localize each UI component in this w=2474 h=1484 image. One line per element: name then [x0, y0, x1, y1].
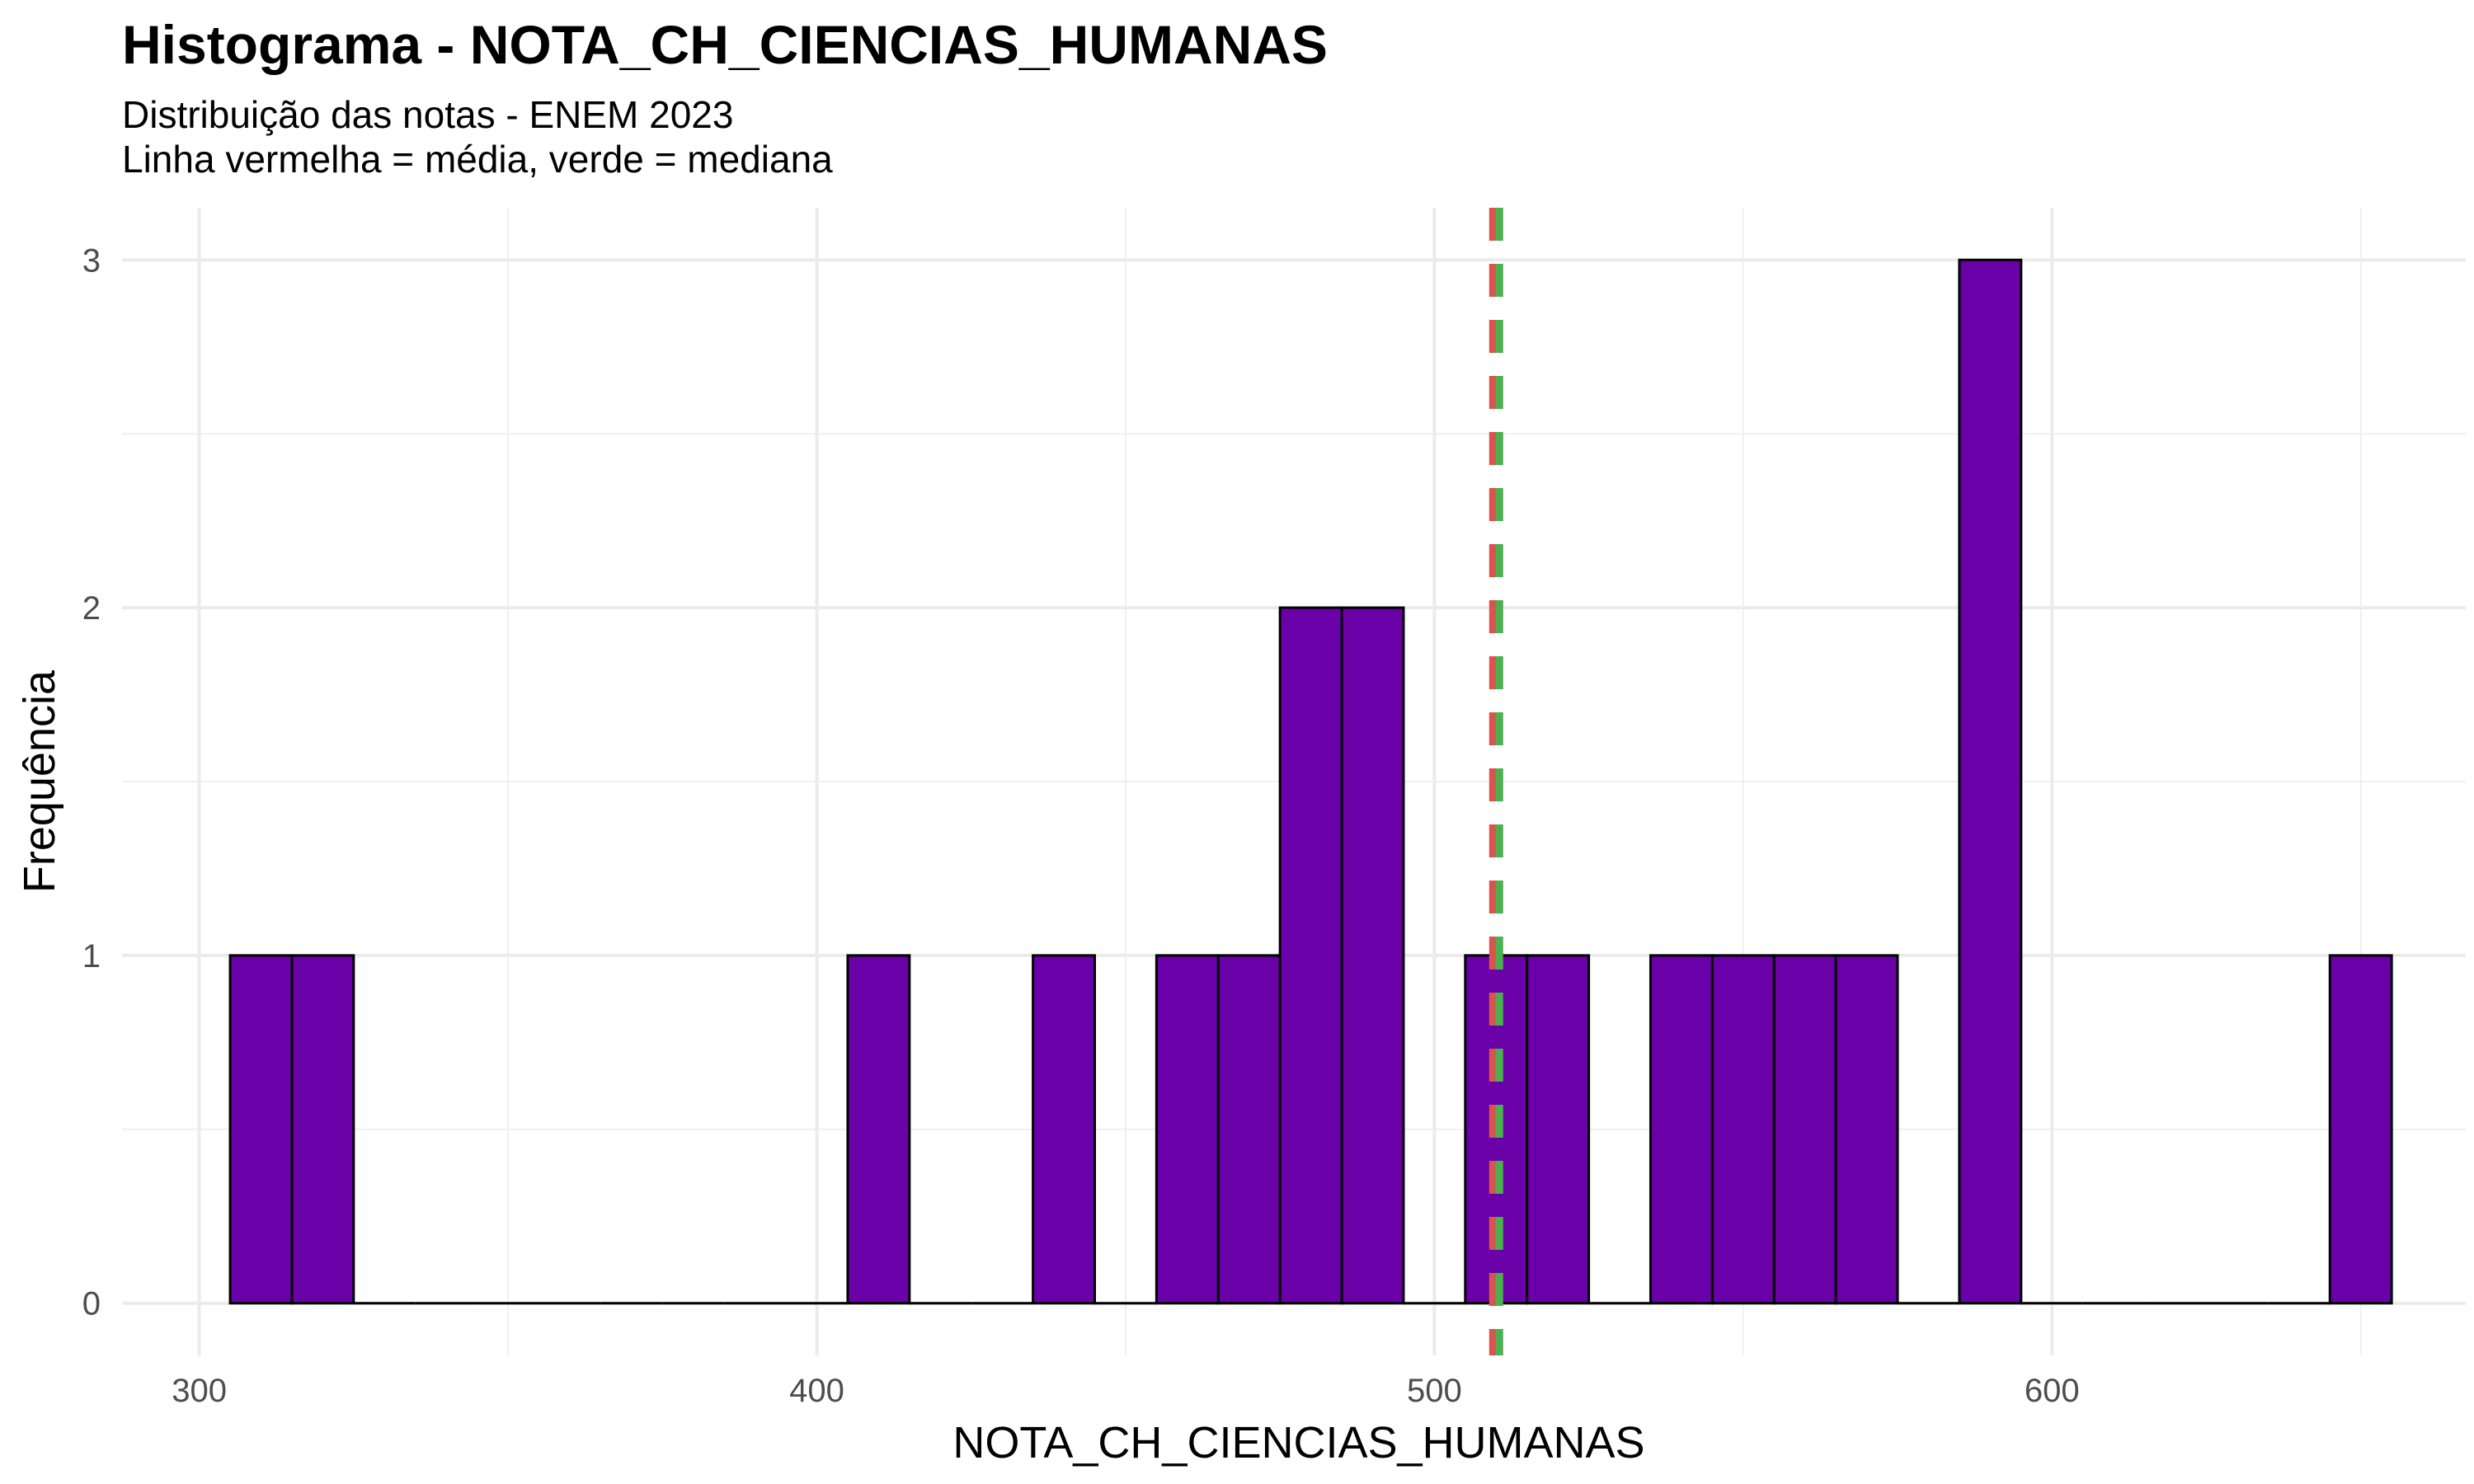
x-tick-label: 300: [172, 1373, 227, 1409]
y-axis-ticks: 0 1 2 3: [82, 242, 101, 1322]
histogram-bar: [1032, 954, 1096, 1305]
histogram-bar: [290, 954, 355, 1305]
y-tick-label: 0: [82, 1286, 101, 1322]
histogram-bar: [2328, 954, 2393, 1305]
x-tick-label: 500: [1407, 1373, 1462, 1409]
y-axis-title: Frequência: [15, 669, 64, 893]
x-tick-label: 600: [2025, 1373, 2080, 1409]
histogram-bar: [1526, 954, 1591, 1305]
histogram-bar: [1710, 954, 1776, 1305]
chart-subtitle-line-2: Linha vermelha = média, verde = mediana: [122, 138, 833, 181]
x-tick-label: 400: [789, 1373, 844, 1409]
histogram-bar: [1772, 954, 1837, 1305]
y-tick-label: 3: [82, 242, 101, 279]
x-axis-title: NOTA_CH_CIENCIAS_HUMANAS: [952, 1418, 1644, 1468]
histogram-bar: [846, 954, 911, 1305]
histogram-bar: [1340, 606, 1405, 1305]
histogram-bar: [1958, 258, 2023, 1305]
histogram-bar: [1649, 954, 1714, 1305]
y-tick-label: 2: [82, 590, 101, 627]
y-tick-label: 1: [82, 938, 101, 974]
histogram-bar: [1278, 606, 1343, 1305]
histogram-bar: [228, 954, 294, 1305]
histogram-bar: [1155, 954, 1220, 1305]
reference-lines: [1489, 208, 1503, 1355]
histogram-bar: [1216, 954, 1282, 1305]
x-axis-ticks: 300 400 500 600: [172, 1373, 2079, 1409]
chart-subtitle-line-1: Distribuição das notas - ENEM 2023: [122, 93, 734, 136]
histogram-bar: [1834, 954, 1899, 1305]
chart-title: Histograma - NOTA_CH_CIENCIAS_HUMANAS: [122, 14, 1328, 75]
